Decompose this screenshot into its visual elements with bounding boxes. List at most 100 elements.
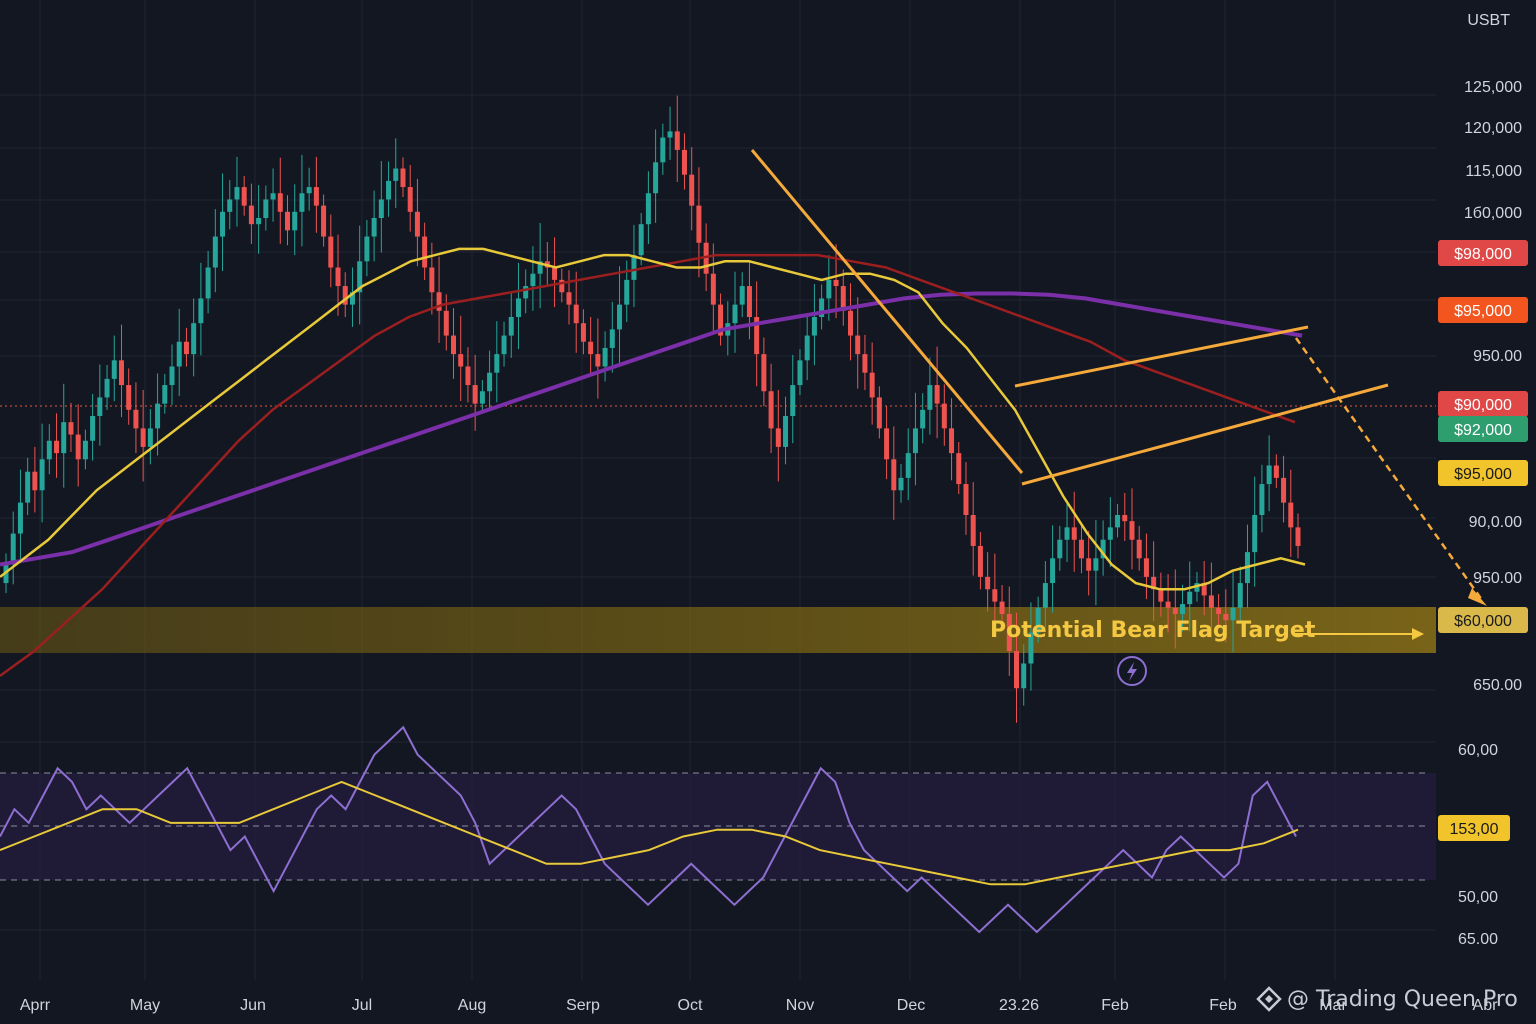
candle-body (537, 261, 543, 274)
target-label: Potential Bear Flag Target (990, 618, 1316, 643)
price-axis-label: 90,0.00 (1469, 514, 1522, 531)
candles (3, 95, 1301, 723)
candle-body (1086, 558, 1092, 571)
time-axis-label: 23.26 (999, 997, 1039, 1014)
diamond-logo-icon (1256, 986, 1282, 1012)
price-tag: $92,000 (1438, 416, 1528, 442)
candle-body (487, 372, 493, 392)
candle-body (1273, 465, 1279, 478)
candle-body (934, 385, 940, 404)
rsi-axis: 60,00 50,00 65.00 153,00 (1438, 742, 1510, 948)
candle-body (1014, 651, 1020, 689)
time-axis-label: Abr (1473, 997, 1499, 1014)
candle-body (869, 372, 875, 398)
candle-body (653, 162, 659, 194)
candle-body (54, 440, 60, 454)
candle-body (458, 354, 464, 367)
time-axis-label: Mar (1319, 997, 1347, 1014)
candle-body (321, 205, 327, 237)
candle-body (90, 416, 96, 441)
candle-body (992, 589, 998, 602)
candle-body (335, 267, 341, 287)
trendlines (750, 149, 1484, 601)
target-arrowhead (1412, 628, 1424, 640)
candle-body (508, 317, 514, 336)
time-axis-label: Nov (786, 997, 814, 1014)
target-band (0, 607, 1436, 653)
candle-body (1237, 583, 1243, 608)
candle-body (393, 168, 399, 181)
candle-body (10, 533, 16, 565)
candle-body (847, 310, 853, 336)
candle-body (588, 341, 594, 355)
candle-body (1122, 515, 1128, 522)
candle-body (768, 391, 774, 429)
rsi-ma-line (0, 780, 1299, 886)
candle-body (61, 422, 67, 454)
rsi-tag-label: 153,00 (1450, 821, 1499, 838)
candle-body (1035, 607, 1041, 633)
candle-body (826, 279, 832, 299)
candle-body (155, 403, 161, 429)
candle-body (292, 211, 298, 231)
lightning-icon[interactable] (1117, 656, 1147, 686)
candle-body (284, 211, 290, 231)
candle-body (371, 218, 377, 237)
candle-body (609, 329, 615, 348)
candle-body (573, 304, 579, 324)
candle-body (1151, 576, 1157, 590)
candle-body (1201, 583, 1207, 596)
candle-body (299, 193, 305, 212)
candle-body (602, 347, 608, 367)
candle-body (68, 422, 74, 435)
candle-body (696, 205, 702, 243)
candle-body (46, 440, 52, 460)
ma-long-line (0, 291, 1303, 567)
time-axis-label: Aug (458, 997, 486, 1014)
candle-body (234, 187, 240, 200)
candle-body (494, 354, 500, 373)
candle-body (523, 286, 529, 299)
candle-body (977, 545, 983, 577)
currency-label: USBT (1467, 12, 1510, 29)
candle-body (797, 360, 803, 386)
candle-body (927, 385, 933, 410)
price-axis: 125,000 120,000 115,000 1б0,000 950.00 90,0.0… (1464, 79, 1522, 694)
time-axis-label: Aprr (20, 997, 51, 1014)
candle-body (17, 502, 23, 534)
candle-body (191, 323, 197, 355)
candle-body (1223, 614, 1229, 621)
candle-body (689, 174, 695, 206)
candle-body (970, 515, 976, 546)
candle-body (82, 440, 88, 460)
candle-body (624, 279, 630, 305)
price-tags: $98,000 $95,000 $90,000 $92,000 $95,000 $60,0… (1438, 240, 1528, 633)
candle-body (169, 366, 175, 386)
price-axis-label: 120,000 (1464, 120, 1522, 137)
watermark-text: @ Trading Queen Pro (1287, 987, 1518, 1012)
candle-body (833, 279, 839, 287)
candle-body (422, 236, 428, 268)
time-axis-label: Serp (566, 997, 600, 1014)
candle-body (1172, 607, 1178, 614)
flag-lower-line (1021, 383, 1389, 486)
candle-body (746, 286, 752, 317)
candle-body (501, 335, 507, 355)
candle-body (710, 273, 716, 305)
candle-body (1252, 515, 1258, 553)
candle-body (1281, 477, 1287, 503)
candle-body (617, 304, 623, 330)
candle-body (256, 218, 262, 225)
candle-body (775, 428, 781, 447)
candle-body (1100, 539, 1106, 559)
candle-body (638, 224, 644, 256)
candle-body (1295, 527, 1301, 546)
candle-body (876, 397, 882, 429)
time-axis-label: Oct (678, 997, 703, 1014)
candle-body (176, 341, 182, 367)
ma-short-line (0, 247, 1306, 591)
price-tag-label: $90,000 (1454, 397, 1512, 414)
price-axis-label: 115,000 (1465, 163, 1522, 180)
candle-body (1143, 558, 1149, 577)
